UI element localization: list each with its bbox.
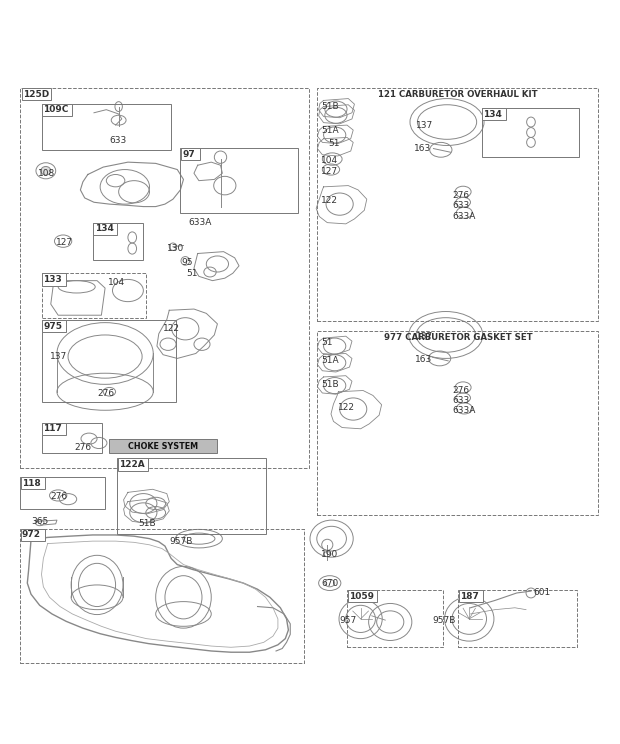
Text: 51B: 51B bbox=[321, 380, 339, 389]
Text: 187: 187 bbox=[460, 591, 479, 600]
Text: 51: 51 bbox=[321, 338, 332, 347]
Text: 957B: 957B bbox=[432, 615, 456, 625]
Text: 190: 190 bbox=[321, 550, 339, 559]
Bar bbox=[482, 108, 579, 157]
Bar bbox=[180, 148, 298, 213]
Text: 633A: 633A bbox=[188, 218, 212, 227]
Bar bbox=[42, 273, 146, 318]
Text: 977 CARBURETOR GASKET SET: 977 CARBURETOR GASKET SET bbox=[384, 333, 532, 342]
Bar bbox=[22, 88, 51, 100]
Bar bbox=[459, 590, 483, 602]
Text: 365: 365 bbox=[31, 517, 48, 526]
Text: 122: 122 bbox=[163, 324, 180, 333]
Text: 134: 134 bbox=[484, 109, 502, 118]
Text: CHOKE SYSTEM: CHOKE SYSTEM bbox=[128, 442, 198, 451]
Bar bbox=[181, 148, 200, 160]
Bar bbox=[20, 529, 304, 664]
Text: 633: 633 bbox=[452, 201, 469, 210]
Text: 109C: 109C bbox=[43, 105, 69, 114]
Bar bbox=[117, 458, 265, 533]
Text: 276: 276 bbox=[51, 493, 68, 501]
Text: 957B: 957B bbox=[169, 537, 193, 546]
Text: 601: 601 bbox=[533, 589, 551, 597]
Text: 163: 163 bbox=[414, 144, 431, 153]
Text: 117: 117 bbox=[43, 424, 62, 433]
Bar bbox=[42, 103, 72, 116]
Text: 127: 127 bbox=[56, 238, 73, 247]
Bar bbox=[317, 331, 598, 515]
Text: 276: 276 bbox=[74, 443, 91, 452]
Text: 51: 51 bbox=[187, 269, 198, 278]
Bar bbox=[93, 222, 143, 260]
Text: 276: 276 bbox=[98, 389, 115, 398]
Text: 957: 957 bbox=[340, 615, 357, 625]
Text: 104: 104 bbox=[107, 278, 125, 287]
Text: 51A: 51A bbox=[321, 356, 339, 365]
Text: 121 CARBURETOR OVERHAUL KIT: 121 CARBURETOR OVERHAUL KIT bbox=[378, 90, 538, 99]
Bar bbox=[109, 439, 218, 454]
Text: 51A: 51A bbox=[321, 126, 339, 135]
Text: 122: 122 bbox=[338, 403, 355, 412]
Text: 633: 633 bbox=[452, 396, 469, 405]
Text: 633A: 633A bbox=[452, 212, 476, 221]
Text: 633A: 633A bbox=[452, 405, 476, 414]
Text: 127: 127 bbox=[321, 167, 339, 176]
Text: 122: 122 bbox=[321, 196, 338, 205]
Text: 51B: 51B bbox=[321, 102, 339, 111]
Text: 122A: 122A bbox=[119, 460, 145, 469]
Bar bbox=[348, 590, 378, 602]
Text: 276: 276 bbox=[452, 386, 469, 395]
Bar bbox=[20, 529, 45, 541]
Text: 137: 137 bbox=[416, 332, 433, 341]
Text: 51: 51 bbox=[329, 139, 340, 148]
Bar bbox=[317, 88, 598, 321]
Bar bbox=[118, 458, 148, 471]
Text: 104: 104 bbox=[321, 156, 339, 165]
Text: 972: 972 bbox=[22, 530, 41, 539]
Text: 975: 975 bbox=[43, 322, 63, 331]
Text: 95: 95 bbox=[182, 257, 193, 266]
Text: 163: 163 bbox=[415, 355, 432, 364]
Text: 118: 118 bbox=[22, 478, 40, 487]
Bar bbox=[20, 477, 105, 509]
Bar bbox=[42, 103, 171, 150]
Bar bbox=[42, 320, 66, 333]
Ellipse shape bbox=[41, 167, 51, 175]
Bar bbox=[20, 477, 45, 490]
Text: 633: 633 bbox=[109, 136, 126, 145]
Bar bbox=[42, 320, 176, 402]
Bar bbox=[42, 273, 66, 286]
Text: 137: 137 bbox=[416, 121, 433, 129]
Bar bbox=[42, 423, 66, 435]
Bar bbox=[20, 88, 309, 468]
Bar bbox=[94, 222, 117, 235]
Text: 134: 134 bbox=[95, 224, 113, 234]
Text: 130: 130 bbox=[167, 244, 184, 253]
Text: 670: 670 bbox=[321, 579, 339, 588]
Text: 1059: 1059 bbox=[349, 591, 374, 600]
Text: 133: 133 bbox=[43, 275, 62, 284]
Text: 97: 97 bbox=[182, 150, 195, 158]
Bar bbox=[42, 423, 102, 454]
Text: 137: 137 bbox=[50, 352, 67, 361]
Bar bbox=[347, 590, 443, 647]
Text: 51B: 51B bbox=[138, 519, 156, 527]
Text: 276: 276 bbox=[452, 191, 469, 200]
Bar bbox=[482, 108, 507, 121]
Text: 125D: 125D bbox=[23, 90, 49, 99]
Bar bbox=[458, 590, 577, 647]
Text: 108: 108 bbox=[38, 169, 56, 178]
